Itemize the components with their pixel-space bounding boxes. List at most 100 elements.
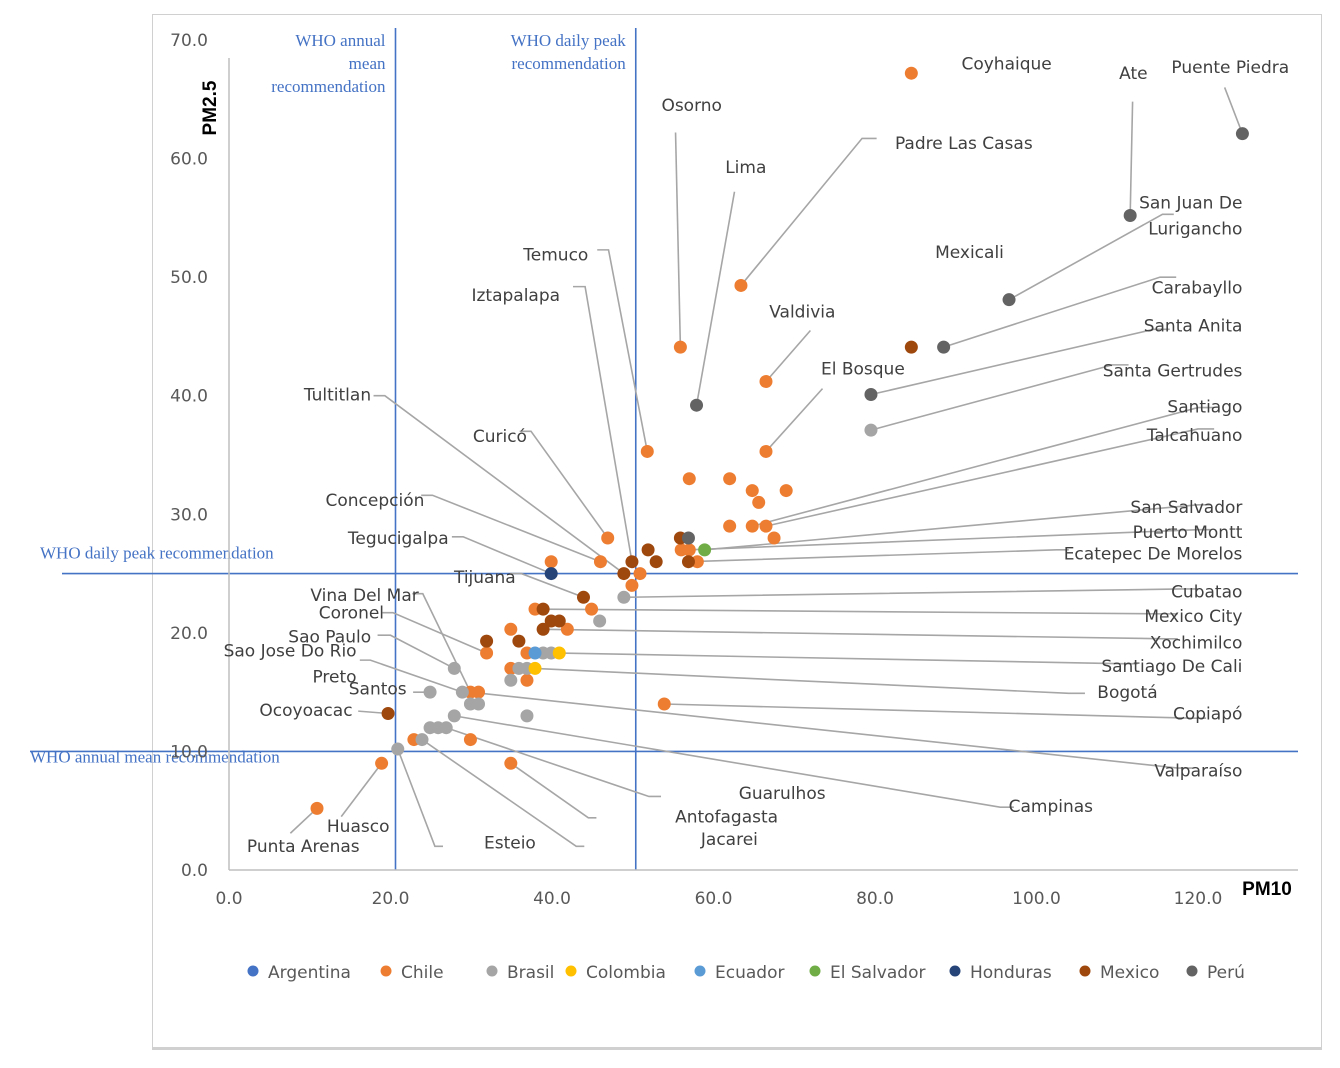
legend-item-brasil: Brasil [486,963,554,983]
point-campinas [447,709,461,723]
point-valdivia [759,374,773,388]
point-tijuana [576,590,590,604]
x-tick-label: 40.0 [533,889,571,909]
x-tick-label: 120.0 [1174,889,1223,909]
leader-line [510,572,584,599]
legend-item-peru: Perú [1186,963,1245,983]
point-ocoyoacac [381,706,395,720]
y-tick-label: 0.0 [181,861,208,881]
x-tick-label: 0.0 [215,889,242,909]
label-mexicali: Mexicali [935,243,1004,263]
point-sao-paulo [447,661,461,675]
label-valparaiso: Valparaíso [1154,761,1242,781]
leader-line [765,428,1215,527]
leader-line [382,611,487,654]
point-chile [585,602,599,616]
axes [228,58,1298,871]
legend-label: Colombia [586,963,666,983]
data-points [310,66,1249,815]
leader-line [412,592,472,693]
leader-line [674,132,682,348]
leader-line [535,667,1085,695]
legend-marker [1079,965,1091,977]
label-concepcion: Concepción [326,491,425,511]
point-chile [779,484,793,498]
legend-marker [486,965,498,977]
label-curico: Curicó [473,427,527,447]
x-tick-label: 80.0 [856,889,894,909]
point-bogota [552,646,566,660]
label-vina-del-mar: Vina Del Mar [310,586,418,606]
leader-line [1223,87,1244,134]
label-ocoyoacac: Ocoyoacac [259,701,352,721]
label-padre-las-casas: Padre Las Casas [895,134,1033,154]
point-mexico [552,614,566,628]
leader-line [943,276,1177,348]
label-puerto-montt: Puerto Montt [1133,523,1243,543]
label-iztapalapa: Iztapalapa [471,286,560,306]
legend-label: Ecuador [715,963,784,983]
leader-line [1008,213,1174,301]
point-cubatao [617,590,631,604]
reference-line-label: WHO daily peak recommendation [40,544,274,563]
point-chile [723,519,737,533]
point-xochimilco [536,622,550,636]
leader-line [397,748,443,848]
point-curico [601,531,615,545]
point-chile [504,622,518,636]
leader-line [1129,101,1134,216]
label-santiago: Santiago [1167,397,1242,417]
legend-item-ecuador: Ecuador [694,963,784,983]
label-tijuana: Tijuana [453,568,516,588]
leader-line [359,659,463,693]
point-brasil [520,709,534,723]
legend-label: Mexico [1100,963,1159,983]
tick-labels: 0.0 20.0 40.0 60.0 80.0 100.0 120.0 0.0 10.0 20.0… [170,31,1222,909]
leader-line [340,762,383,818]
leader-line [543,608,1178,615]
label-coronel: Coronel [319,604,384,624]
legend-label: Honduras [970,963,1052,983]
point-el-bosque [759,444,773,458]
leader-line [870,364,1129,431]
point-brasil [593,614,607,628]
label-bogota: Bogotá [1097,683,1157,703]
leader-line [752,406,1215,527]
legend-marker [380,965,392,977]
point-ecuador [528,646,542,660]
label-lima: Lima [725,158,766,178]
label-sao-paulo: Sao Paulo [288,627,371,647]
leader-line [597,249,649,452]
label-ecatepec-de-morelos: Ecatepec De Morelos [1064,544,1243,564]
label-sao-jose-do-rio-preto: Sao Jose Do Rio Preto [224,642,357,688]
leader-line [445,726,662,798]
point-mexico [480,634,494,648]
point-talcahuano [759,519,773,533]
label-el-bosque: El Bosque [821,359,905,379]
label-campinas: Campinas [1009,797,1094,817]
legend-marker [565,965,577,977]
legend-marker [694,965,706,977]
leader-line [559,652,1138,665]
point-tegucigalpa [544,567,558,581]
label-santa-anita: Santa Anita [1144,317,1243,337]
label-guarulhos: Guarulhos [739,784,826,804]
label-san-salvador: San Salvador [1130,498,1242,518]
point-chile [633,567,647,581]
x-tick-label: 20.0 [372,889,410,909]
point-chile [767,531,781,545]
reference-line-group: WHO daily peak recommendation [511,28,637,870]
point-jacarei [415,733,429,747]
point-guarulhos [439,721,453,735]
label-xochimilco: Xochimilco [1150,633,1243,653]
point-labels: Coyhaique Ate Puente Piedra Osorno Padre Las… [224,55,1290,858]
point-esteio [391,742,405,756]
point-mexico [649,555,663,569]
point-padre-las-casas [734,278,748,292]
leader-line [688,549,1069,563]
reference-line-group: WHO annual mean recommendation [271,28,397,870]
point-ate [1123,208,1137,222]
label-valdivia: Valdivia [769,302,835,322]
point-mexicali [904,340,918,354]
label-huasco: Huasco [327,817,390,837]
